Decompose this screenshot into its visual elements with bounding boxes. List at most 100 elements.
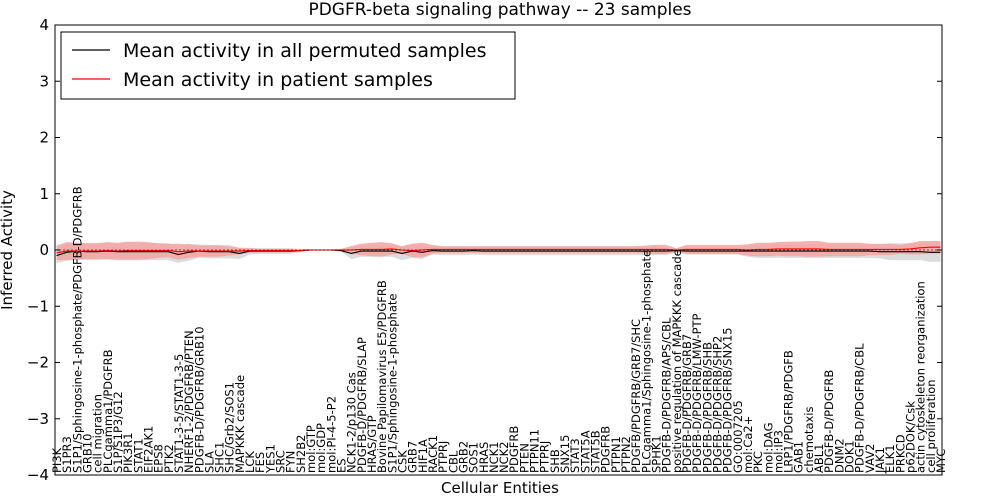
category-label: PTPN1 xyxy=(609,436,623,473)
category-label: SH2B2 xyxy=(294,435,308,473)
category-label: HRAS xyxy=(477,442,491,473)
category-label: VAV2 xyxy=(863,444,877,473)
category-label: EIF2AK1 xyxy=(141,426,155,473)
category-label: LCK xyxy=(243,451,257,473)
category-label: mol:PI-4-5-P2 xyxy=(324,396,338,473)
category-label: cell proliferation xyxy=(924,379,938,473)
category-label: PLCgamma1/PDGFRB xyxy=(101,349,115,473)
category-label: DOK1 xyxy=(843,440,857,473)
category-label: EPS8 xyxy=(152,444,166,473)
category-label: PKC xyxy=(751,451,765,473)
category-label: PLCgamma1/Sphingosine-1-phosphate xyxy=(639,250,653,473)
category-label: PDGFRB xyxy=(507,426,521,473)
category-label: ABL1 xyxy=(812,444,826,473)
category-label: SOS1 xyxy=(467,442,481,473)
category-label: PTPN2 xyxy=(619,436,633,473)
category-label: PTK2 xyxy=(162,444,176,473)
category-label: GRB7 xyxy=(406,441,420,473)
category-label: SHC/Grb2/SOS1 xyxy=(223,382,237,473)
category-label: NCK1 xyxy=(487,441,501,473)
category-label: mol:DAG xyxy=(761,422,775,473)
category-label: STAT3 xyxy=(568,438,582,473)
category-label: PDGFB-D/PDGFRB/APS/CBL xyxy=(660,317,674,473)
category-label: MAPKKK cascade xyxy=(233,375,247,473)
category-label: SRC xyxy=(274,450,288,473)
category-label: PDGFB-D/PDGFRB xyxy=(822,370,836,473)
y-tick-label: −1 xyxy=(27,297,49,315)
category-label: PDGFB-D/PDGFRB/SLAP xyxy=(355,337,369,473)
y-tick-label: 1 xyxy=(39,185,49,203)
category-label: ES xyxy=(335,458,349,473)
category-label: actin cytoskeleton reorganization xyxy=(914,281,928,473)
category-label: cell migration xyxy=(91,394,105,473)
y-tick-label: 3 xyxy=(39,72,49,90)
legend-box xyxy=(60,31,516,100)
chart-title: PDGFR-beta signaling pathway -- 23 sampl… xyxy=(308,0,691,20)
category-label: PDGFRB xyxy=(599,426,613,473)
category-label: STAT1-3-5/STAT1-3-5 xyxy=(172,354,186,473)
y-axis-ticks: −4 −3 −2 −1 0 1 2 3 4 xyxy=(27,16,942,484)
category-label: Bovine Papilomavirus E5/PDGFRB xyxy=(375,280,389,473)
category-label: SLA xyxy=(202,451,216,473)
category-label: CBL xyxy=(446,450,460,473)
category-label: GRB10 xyxy=(81,434,95,473)
category-label: PDGFB-D/PDGFRB/GRB10 xyxy=(192,326,206,473)
category-label: JAK1 xyxy=(873,447,887,474)
category-label: PDGFB-D/PDGFRB/SNX15 xyxy=(721,327,735,473)
category-label: PI3K xyxy=(50,447,64,473)
x-axis-label: Cellular Entities xyxy=(441,479,559,497)
y-tick-label: 4 xyxy=(39,16,49,34)
category-label: mol:GDP xyxy=(314,423,328,473)
category-label: HIF1A xyxy=(416,439,430,473)
category-label: PTPRJ xyxy=(436,441,450,473)
category-label: SPHK1 xyxy=(650,435,664,473)
y-axis-label: Inferred Activity xyxy=(0,190,16,310)
category-label: PDGFB-D/PDGFRB/CBL xyxy=(853,343,867,473)
category-label: PDGFB-D/PDGFRB/SHP2 xyxy=(711,336,725,473)
category-label: HRAS/GTP xyxy=(365,415,379,473)
category-label: DNM2 xyxy=(832,438,846,473)
category-label: S1P1/Sphingosine-1-phosphate xyxy=(385,294,399,473)
category-label: ELK1 xyxy=(883,444,897,473)
series-lines xyxy=(55,246,942,257)
category-label: PDGFB-D/PDGFRB/GRB7 xyxy=(680,334,694,473)
category-label: YES1 xyxy=(263,444,277,474)
category-label: MYC xyxy=(934,449,948,473)
category-label: STAT5B xyxy=(589,430,603,473)
category-label: mol:IP3 xyxy=(771,430,785,473)
category-label: CSK xyxy=(396,450,410,473)
category-label: NCK1-2/p130 Cas xyxy=(345,372,359,473)
category-label: S1P1/Sphingosine-1-phosphate/PDGFB-D/PDG… xyxy=(70,186,84,473)
category-label: positive regulation of MAPKKK cascade xyxy=(670,249,684,473)
category-label: PIK3R1 xyxy=(121,432,135,473)
category-label: S1P/S1P3/G12 xyxy=(111,391,125,473)
y-tick-label: −4 xyxy=(27,466,49,484)
category-label: FYN xyxy=(284,451,298,473)
legend-label-patient: Mean activity in patient samples xyxy=(123,69,433,91)
category-label: S1PR3 xyxy=(60,436,74,473)
category-label: GRB2 xyxy=(456,441,470,473)
category-label: LRP1/PDGFRB/PDGFB xyxy=(782,350,796,473)
category-label: PTPN11 xyxy=(528,429,542,473)
legend: Mean activity in all permuted samples Me… xyxy=(60,31,516,100)
category-label: chemotaxis xyxy=(802,407,816,473)
category-label: PDGFB-D/PDGFRB/LMW-PTP xyxy=(690,313,704,472)
y-tick-label: −3 xyxy=(27,410,49,428)
category-label: SNX15 xyxy=(558,435,572,473)
category-label: SHB xyxy=(548,449,562,473)
category-label: mol:GTP xyxy=(304,425,318,473)
category-label: PDGFB-D/PDGFRB/SHB xyxy=(700,342,714,473)
line-patient xyxy=(56,246,941,254)
category-label: GO:0007205 xyxy=(731,400,745,473)
category-labels: PI3KS1PR3S1P1/Sphingosine-1-phosphate/PD… xyxy=(50,186,948,474)
category-label: PTEN xyxy=(517,443,531,473)
category-label: PTPRJ xyxy=(538,441,552,473)
category-label: PDGFB/PDGFRB/GRB7/SHC xyxy=(629,319,643,473)
category-label: p62DOK/Csk xyxy=(904,401,918,473)
y-tick-label: 0 xyxy=(39,241,49,259)
legend-label-permuted: Mean activity in all permuted samples xyxy=(123,40,486,62)
category-label: GAB1 xyxy=(792,441,806,473)
category-label: SHC1 xyxy=(213,442,227,473)
y-tick-label: −2 xyxy=(27,354,49,372)
